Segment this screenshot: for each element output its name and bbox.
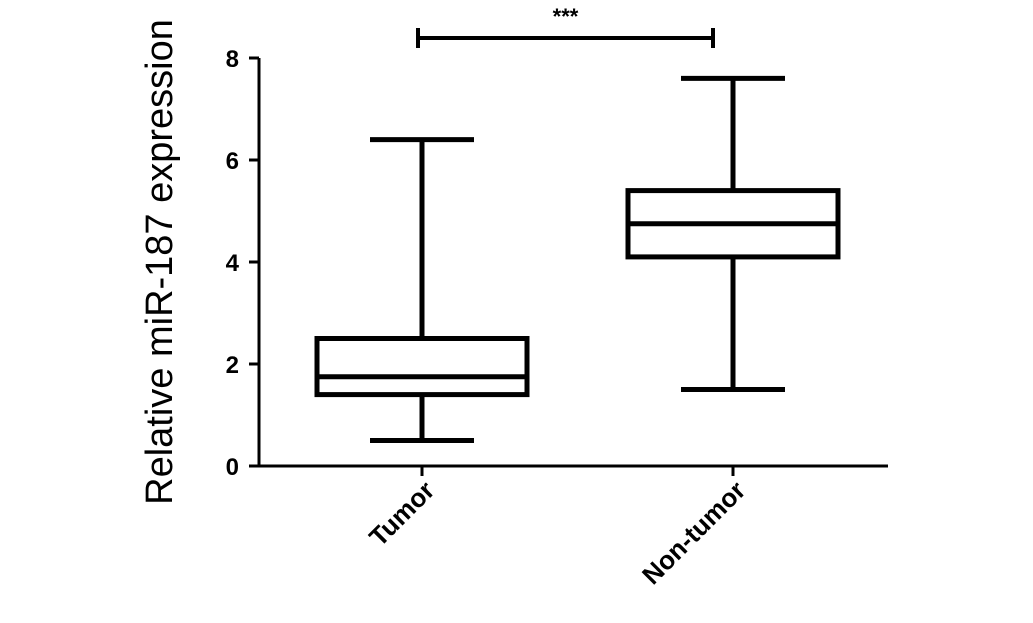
box-non-tumor — [625, 75, 841, 392]
y-tick-label: 6 — [226, 148, 239, 175]
boxes — [314, 75, 841, 443]
significance-bracket: *** — [416, 4, 715, 48]
y-tick-label: 4 — [226, 250, 240, 277]
y-tick-label: 2 — [226, 352, 239, 379]
box-tumor — [314, 137, 530, 443]
axes: 0 2 4 6 8 Tumor Non-tumor — [226, 46, 888, 590]
y-tick-label: 0 — [226, 454, 239, 481]
iqr-box — [314, 336, 530, 398]
significance-label: *** — [553, 4, 579, 29]
x-category-label: Tumor — [363, 475, 440, 552]
x-category-label: Non-tumor — [636, 475, 751, 590]
y-axis-title: Relative miR-187 expression — [139, 19, 181, 505]
y-tick-label: 8 — [226, 46, 239, 73]
